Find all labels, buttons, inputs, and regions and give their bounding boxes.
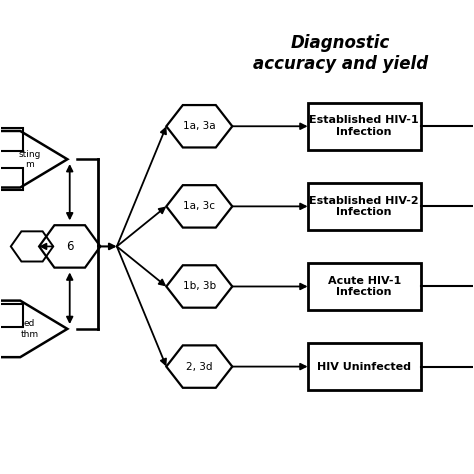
Text: 1a, 3a: 1a, 3a bbox=[183, 121, 216, 131]
Bar bbox=[0, 168, 23, 191]
Bar bbox=[0, 304, 23, 327]
Text: ed
thm: ed thm bbox=[20, 319, 39, 338]
Text: 6: 6 bbox=[66, 240, 73, 253]
Text: 1b, 3b: 1b, 3b bbox=[183, 282, 216, 292]
Text: Established HIV-1
Infection: Established HIV-1 Infection bbox=[310, 116, 419, 137]
Text: sting
m: sting m bbox=[18, 150, 41, 169]
Bar bbox=[308, 263, 421, 310]
Text: 1a, 3c: 1a, 3c bbox=[183, 201, 215, 211]
Bar bbox=[0, 128, 23, 151]
Text: Acute HIV-1
Infection: Acute HIV-1 Infection bbox=[328, 276, 401, 297]
Text: Diagnostic
accuracy and yield: Diagnostic accuracy and yield bbox=[253, 35, 428, 73]
Text: Established HIV-2
Infection: Established HIV-2 Infection bbox=[310, 196, 419, 217]
Bar bbox=[308, 183, 421, 230]
Text: 2, 3d: 2, 3d bbox=[186, 362, 212, 372]
Bar bbox=[308, 103, 421, 150]
Bar bbox=[308, 343, 421, 390]
Text: HIV Uninfected: HIV Uninfected bbox=[317, 362, 411, 372]
